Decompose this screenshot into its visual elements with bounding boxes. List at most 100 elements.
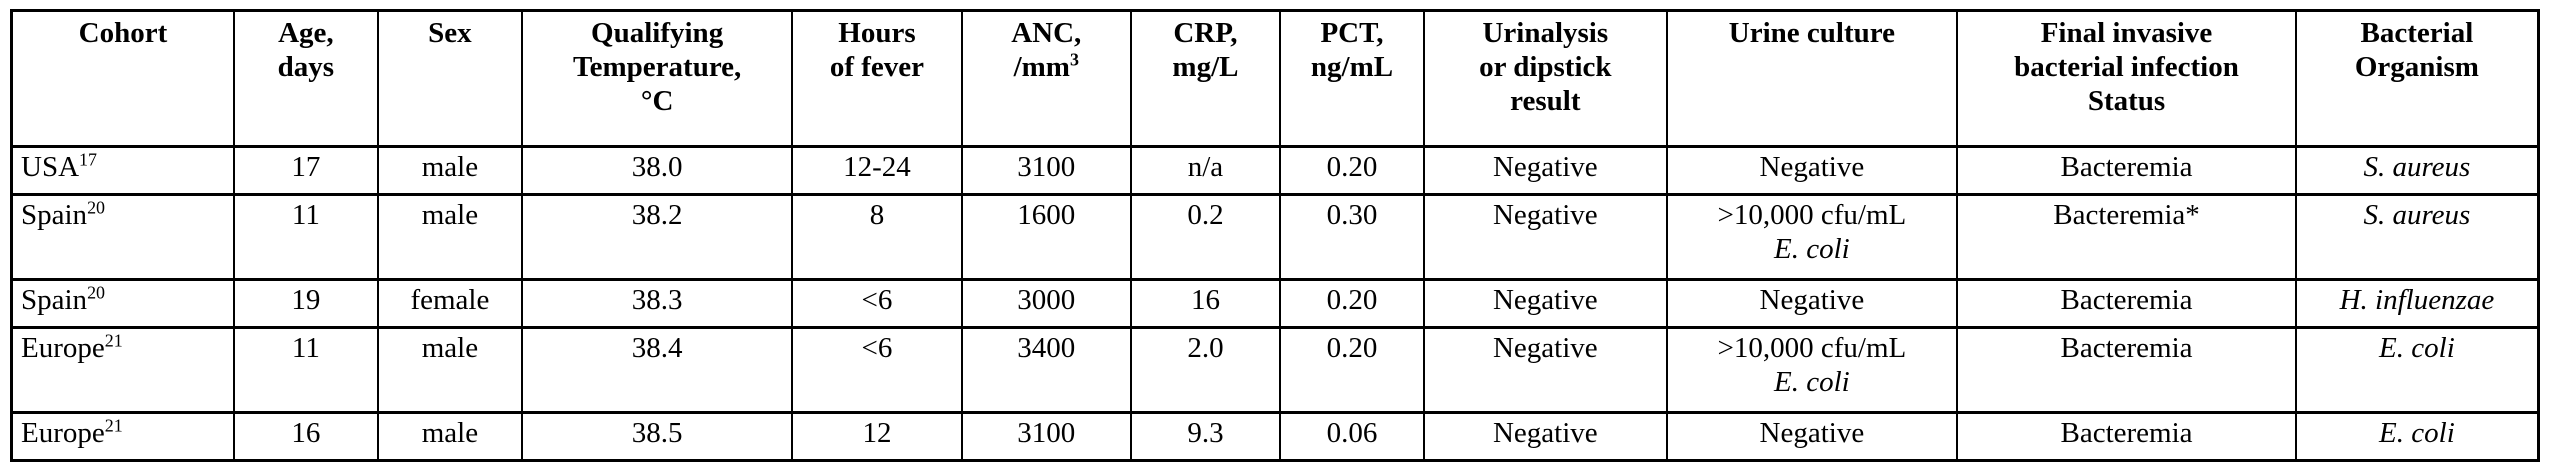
citation-ref: 17: [79, 149, 97, 170]
anc-cell: 3100: [960, 411, 1132, 462]
urine-culture-result: >10,000 cfu/mL: [1717, 199, 1907, 231]
urine-culture-organism: E. coli: [1774, 233, 1850, 266]
crp-cell: 2.0: [1129, 326, 1281, 414]
col-header-crp: CRP, mg/L: [1129, 9, 1281, 148]
hours-of-fever-cell: 8: [791, 193, 963, 281]
col-header-age-label: Age, days: [277, 17, 335, 84]
anc-cell: 3100: [960, 145, 1132, 196]
table-row: Europe21 11 male 38.4 <6 3400 2.0 0.20 N…: [10, 326, 2540, 414]
col-header-temperature-label: Qualifying Temperature, °C: [572, 17, 742, 118]
pct-cell: 0.20: [1278, 145, 1426, 196]
anc-cell: 1600: [960, 193, 1132, 281]
urine-culture-cell: >10,000 cfu/mL E. coli: [1665, 193, 1959, 281]
temperature-cell: 38.0: [520, 145, 794, 196]
cohort-cell: Europe21: [10, 411, 235, 462]
col-header-cohort: Cohort: [10, 9, 235, 148]
organism-cell: E. coli: [2294, 411, 2540, 462]
table-row: Europe21 16 male 38.5 12 3100 9.3 0.06 N…: [10, 411, 2540, 462]
age-cell: 11: [232, 326, 379, 414]
cohort-cell: Europe21: [10, 326, 235, 414]
ibi-status-cell: Bacteremia: [1956, 278, 2297, 329]
col-header-crp-label: CRP, mg/L: [1172, 17, 1239, 84]
organism-cell: S. aureus: [2294, 193, 2540, 281]
citation-ref: 21: [104, 330, 123, 351]
temperature-cell: 38.5: [520, 411, 794, 462]
urinalysis-cell: Negative: [1423, 145, 1668, 196]
crp-cell: n/a: [1129, 145, 1281, 196]
pct-cell: 0.20: [1278, 278, 1426, 329]
cohort-cell: Spain20: [10, 193, 235, 281]
header-row: Cohort Age, days Sex Qualifying Temperat…: [10, 9, 2540, 148]
col-header-temperature: Qualifying Temperature, °C: [520, 9, 794, 148]
col-header-urinalysis-label: Urinalysis or dipstick result: [1479, 17, 1612, 118]
cohort-name: Europe: [21, 332, 105, 364]
col-header-urinalysis: Urinalysis or dipstick result: [1423, 9, 1668, 148]
col-header-anc: ANC, /mm3: [960, 9, 1132, 148]
temperature-cell: 38.4: [520, 326, 794, 414]
crp-cell: 9.3: [1129, 411, 1281, 462]
citation-ref: 20: [87, 197, 106, 218]
col-header-pct-label: PCT, ng/mL: [1310, 17, 1394, 84]
col-header-sex-label: Sex: [428, 17, 472, 49]
crp-cell: 16: [1129, 278, 1281, 329]
col-header-hours-of-fever: Hours of fever: [791, 9, 963, 148]
cohort-name: Spain: [21, 284, 88, 316]
col-header-pct: PCT, ng/mL: [1278, 9, 1426, 148]
table-row: USA17 17 male 38.0 12-24 3100 n/a 0.20 N…: [10, 145, 2540, 196]
urine-culture-result: Negative: [1759, 151, 1865, 183]
urinalysis-cell: Negative: [1423, 278, 1668, 329]
age-cell: 16: [232, 411, 379, 462]
anc-cell: 3400: [960, 326, 1132, 414]
cohort-name: USA: [21, 151, 80, 183]
urine-culture-organism: E. coli: [1774, 366, 1850, 399]
col-header-organism-label: Bacterial Organism: [2354, 17, 2479, 84]
urinalysis-cell: Negative: [1423, 326, 1668, 414]
hours-of-fever-cell: 12: [791, 411, 963, 462]
col-header-cohort-label: Cohort: [78, 17, 168, 49]
col-header-age: Age, days: [232, 9, 379, 148]
table-row: Spain20 11 male 38.2 8 1600 0.2 0.30 Neg…: [10, 193, 2540, 281]
sex-cell: male: [376, 145, 523, 196]
col-header-urine-culture-label: Urine culture: [1728, 17, 1895, 49]
urine-culture-result: Negative: [1759, 284, 1865, 316]
table-row: Spain20 19 female 38.3 <6 3000 16 0.20 N…: [10, 278, 2540, 329]
col-header-sex: Sex: [376, 9, 523, 148]
urine-culture-result: >10,000 cfu/mL: [1717, 332, 1907, 364]
ibi-status-cell: Bacteremia: [1956, 145, 2297, 196]
organism-cell: S. aureus: [2294, 145, 2540, 196]
sex-cell: male: [376, 326, 523, 414]
ibi-status-cell: Bacteremia*: [1956, 193, 2297, 281]
col-header-hours-of-fever-label: Hours of fever: [829, 17, 925, 84]
urine-culture-cell: Negative: [1665, 411, 1959, 462]
temperature-cell: 38.2: [520, 193, 794, 281]
age-cell: 19: [232, 278, 379, 329]
cohort-cell: USA17: [10, 145, 235, 196]
col-header-urine-culture: Urine culture: [1665, 9, 1959, 148]
urinalysis-cell: Negative: [1423, 411, 1668, 462]
ibi-status-cell: Bacteremia: [1956, 326, 2297, 414]
urine-culture-cell: >10,000 cfu/mL E. coli: [1665, 326, 1959, 414]
citation-ref: 20: [87, 282, 106, 303]
pct-cell: 0.30: [1278, 193, 1426, 281]
cohort-cell: Spain20: [10, 278, 235, 329]
citation-ref: 21: [104, 415, 123, 436]
urine-culture-cell: Negative: [1665, 278, 1959, 329]
crp-cell: 0.2: [1129, 193, 1281, 281]
anc-cell: 3000: [960, 278, 1132, 329]
hours-of-fever-cell: <6: [791, 326, 963, 414]
sex-cell: male: [376, 411, 523, 462]
pct-cell: 0.20: [1278, 326, 1426, 414]
age-cell: 11: [232, 193, 379, 281]
temperature-cell: 38.3: [520, 278, 794, 329]
urine-culture-cell: Negative: [1665, 145, 1959, 196]
col-header-ibi-status-label: Final invasive bacterial infection Statu…: [2014, 17, 2239, 118]
col-header-organism: Bacterial Organism: [2294, 9, 2540, 148]
urinalysis-cell: Negative: [1423, 193, 1668, 281]
urine-culture-result: Negative: [1759, 417, 1865, 449]
col-header-ibi-status: Final invasive bacterial infection Statu…: [1956, 9, 2297, 148]
age-cell: 17: [232, 145, 379, 196]
cohort-name: Spain: [21, 199, 88, 231]
sex-cell: female: [376, 278, 523, 329]
col-header-anc-label: ANC, /mm: [1011, 17, 1082, 84]
